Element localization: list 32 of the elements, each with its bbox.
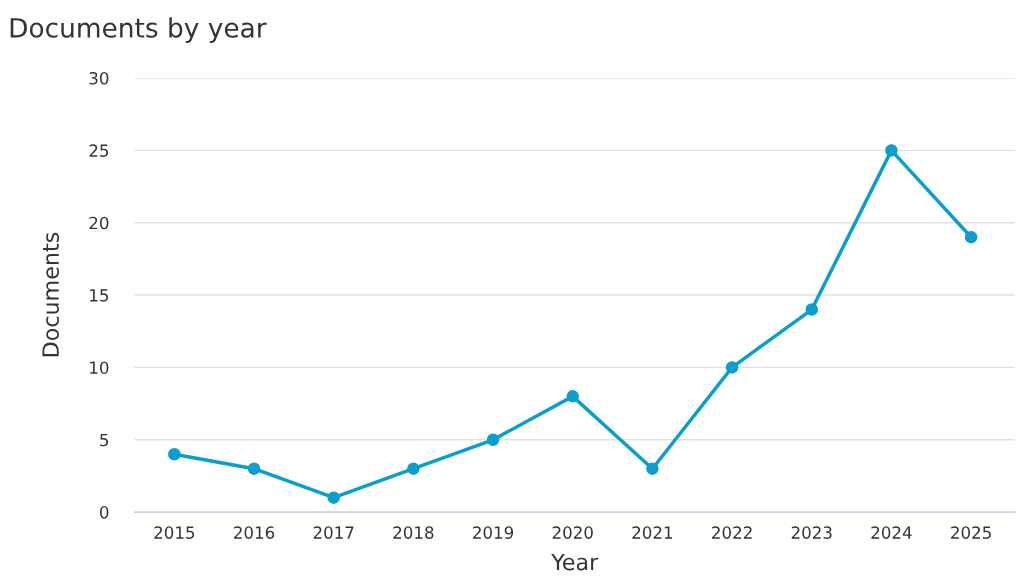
x-tick-label: 2018 <box>393 526 434 539</box>
x-tick-label: 2019 <box>473 526 514 539</box>
point <box>805 303 819 316</box>
point <box>407 462 420 475</box>
x-tick-label: 2015 <box>154 526 195 539</box>
x-tick-label: 2020 <box>552 526 593 539</box>
point <box>885 144 898 157</box>
chart-title: Documents by year <box>10 17 267 43</box>
y-tick-label: 10 <box>90 361 109 374</box>
x-tick-label: 2024 <box>871 526 912 539</box>
x-tick-label: 2023 <box>791 526 832 539</box>
y-tick-label: 30 <box>89 71 109 85</box>
point <box>725 361 739 374</box>
x-axis-title: Year <box>551 553 599 571</box>
y-tick-label: 5 <box>100 433 109 447</box>
x-tick-label: 2022 <box>712 526 752 539</box>
point <box>566 390 579 403</box>
y-tick-label: 0 <box>100 506 109 519</box>
x-tick-label: 2017 <box>313 526 354 539</box>
x-tick-label: 2025 <box>951 526 991 539</box>
point <box>327 491 340 504</box>
point <box>247 462 261 475</box>
y-tick-label: 20 <box>89 216 109 230</box>
point <box>964 230 978 244</box>
y-tick-label: 25 <box>89 144 109 157</box>
point <box>646 462 659 475</box>
point <box>168 447 181 461</box>
y-tick-label: 15 <box>90 289 109 302</box>
x-tick-label: 2016 <box>234 526 275 539</box>
y-axis-title: Documents <box>42 232 59 357</box>
point <box>486 433 500 447</box>
x-tick-label: 2021 <box>632 526 673 539</box>
